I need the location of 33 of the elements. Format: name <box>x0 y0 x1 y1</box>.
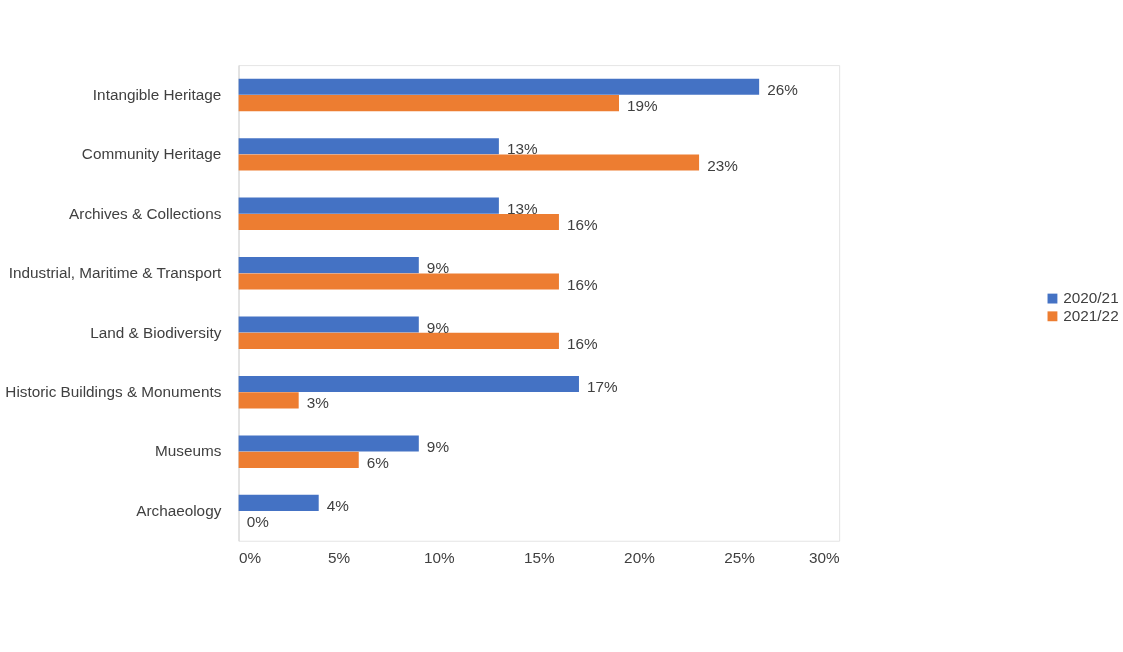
data-label: 17% <box>587 378 619 396</box>
data-label: 4% <box>326 496 350 514</box>
x-tick-label: 5% <box>328 549 351 566</box>
y-tick-label: Industrial, Maritime & Transport <box>8 264 223 282</box>
y-tick-label: Archaeology <box>136 501 222 519</box>
data-label: 9% <box>426 437 450 455</box>
y-tick-label: Community Heritage <box>81 145 222 163</box>
data-label: 23% <box>707 156 739 174</box>
data-label: 16% <box>567 216 599 234</box>
y-tick-label: Historic Buildings & Monuments <box>5 383 222 401</box>
data-label: 6% <box>366 453 390 471</box>
y-tick-label: Land & Biodiversity <box>90 323 222 341</box>
data-label: 13% <box>506 140 538 158</box>
legend-label: 2021/22 <box>1063 307 1119 325</box>
data-label: 16% <box>567 275 599 293</box>
y-tick-label: Archives & Collections <box>69 204 222 222</box>
y-tick-label: Museums <box>154 442 222 460</box>
data-label: 9% <box>426 318 450 336</box>
x-tick-label: 25% <box>724 549 756 566</box>
x-tick-label: 15% <box>524 549 556 566</box>
x-tick-label: 0% <box>239 549 262 566</box>
data-label: 13% <box>506 199 538 217</box>
data-label: 3% <box>306 394 330 412</box>
y-tick-label: Intangible Heritage <box>92 85 222 103</box>
data-label: 19% <box>627 97 659 115</box>
data-label: 9% <box>426 259 450 277</box>
data-label: 26% <box>767 80 799 98</box>
x-tick-label: 30% <box>809 549 841 566</box>
legend-label: 2020/21 <box>1063 289 1119 307</box>
data-label: 0% <box>246 513 270 531</box>
x-tick-label: 20% <box>624 549 656 566</box>
x-tick-label: 10% <box>423 549 455 566</box>
data-label: 16% <box>567 334 599 352</box>
